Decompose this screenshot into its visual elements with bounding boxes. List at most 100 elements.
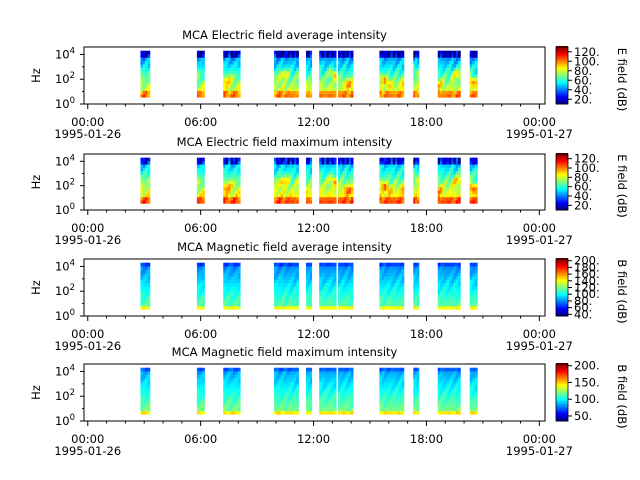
spectrogram-cell [228,196,231,201]
spectrogram-cell [147,404,151,408]
spectrogram-cell [458,282,461,287]
spectrogram-cell [383,196,387,201]
spectrogram-cell [145,70,148,75]
spectrogram-cell [225,187,229,191]
spectrogram-cell [309,57,313,62]
spectrogram-cell [296,67,299,72]
spectrogram-cell [280,70,284,75]
spectrogram-cell [147,60,151,65]
spectrogram-cell [340,292,343,297]
spectrogram-cell [276,410,279,415]
spectrogram-cell [294,54,297,58]
spectrogram-cell [338,200,341,204]
spectrogram-cell [232,384,236,389]
spectrogram-cell [458,170,461,175]
spectrogram-cell [338,295,341,300]
spectrogram-cell [472,193,476,198]
spectrogram-cell [388,160,391,165]
spectrogram-cell [232,279,236,284]
spectrogram-cell [319,305,323,310]
spectrogram-cell [307,50,311,55]
spectrogram-cell [379,289,383,293]
spectrogram-cell [338,374,341,379]
spectrogram-cell [386,397,389,402]
spectrogram-cell [328,167,332,172]
spectrogram-cell [232,397,236,402]
spectrogram-cell [328,289,332,293]
spectrogram-cell [232,400,236,405]
spectrogram-cell [235,77,239,81]
spectrogram-cell [449,390,452,395]
spectrogram-cell [401,196,405,201]
spectrogram-cell [237,190,241,194]
spectrogram-cell [289,407,293,412]
spectrogram-cell [440,374,443,379]
spectrogram-cell [346,190,350,194]
spectrogram-cell [390,160,394,165]
spectrogram-cell [140,377,144,382]
spectrogram-cell [319,394,323,398]
spectrogram-cell [282,266,286,270]
spectrogram-cell [319,77,323,81]
spectrogram-cell [145,292,148,297]
spectrogram-cell [276,83,279,88]
colorbar-label: E field (dB) [615,154,629,218]
spectrogram-cell [472,400,476,405]
spectrogram-cell [340,299,343,303]
spectrogram-cell [437,67,441,72]
colorbar-swatch [556,195,568,198]
spectrogram-cell [274,371,277,375]
spectrogram-cell [294,80,297,85]
spectrogram-cell [294,173,297,178]
spectrogram-cell [399,193,403,198]
spectrogram-cell [319,269,323,274]
spectrogram-cell [235,302,239,307]
spectrogram-cell [401,180,405,185]
spectrogram-cell [392,77,396,81]
spectrogram-cell [344,196,348,201]
spectrogram-cell [446,193,450,198]
spectrogram-cell [346,302,350,307]
spectrogram-cell [294,167,297,172]
colorbar-swatch [556,178,568,181]
spectrogram-cell [455,302,459,307]
spectrogram-cell [340,374,343,379]
spectrogram-cell [392,196,396,201]
spectrogram-cell [397,196,400,201]
spectrogram-cell [342,70,345,75]
spectrogram-cell [415,305,418,310]
spectrogram-cell [344,285,348,290]
spectrogram-cell [223,275,227,280]
spectrogram-cell [379,183,383,188]
spectrogram-cell [274,87,277,91]
spectrogram-cell [472,272,476,277]
spectrogram-cell [291,60,295,65]
spectrogram-cell [437,177,441,181]
spectrogram-cell [381,407,385,412]
spectrogram-cell [309,404,313,408]
spectrogram-cell [390,302,394,307]
spectrogram-cell [142,193,146,198]
spectrogram-cell [282,177,286,181]
spectrogram-cell [397,173,400,178]
spectrogram-cell [142,77,146,81]
spectrogram-cell [413,57,416,62]
spectrogram-cell [237,380,241,385]
spectrogram-cell [140,285,144,290]
spectrogram-cell [446,77,450,81]
spectrogram-cell [274,187,277,191]
spectrogram-cell [142,83,146,88]
spectrogram-cell [199,295,203,300]
spectrogram-cell [350,282,354,287]
spectrogram-cell [390,371,394,375]
spectrogram-cell [451,410,454,415]
spectrogram-cell [469,407,473,412]
spectrogram-cell [346,80,350,85]
spectrogram-cell [344,54,348,58]
spectrogram-cell [289,90,293,95]
spectrogram-cell [319,73,323,78]
spectrogram-cell [453,70,457,75]
spectrogram-cell [440,380,443,385]
spectrogram-cell [453,269,457,274]
spectrogram-cell [142,279,146,284]
